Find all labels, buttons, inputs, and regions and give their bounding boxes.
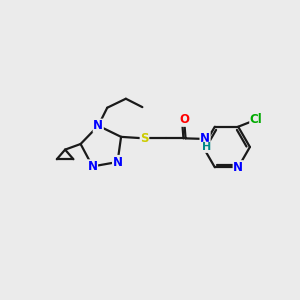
- Text: H: H: [202, 142, 211, 152]
- Text: N: N: [88, 160, 98, 173]
- Text: N: N: [200, 133, 210, 146]
- Text: N: N: [112, 155, 122, 169]
- Text: N: N: [233, 161, 243, 174]
- Text: O: O: [179, 113, 189, 126]
- Text: N: N: [93, 119, 103, 132]
- Text: Cl: Cl: [250, 113, 262, 126]
- Text: S: S: [140, 132, 149, 145]
